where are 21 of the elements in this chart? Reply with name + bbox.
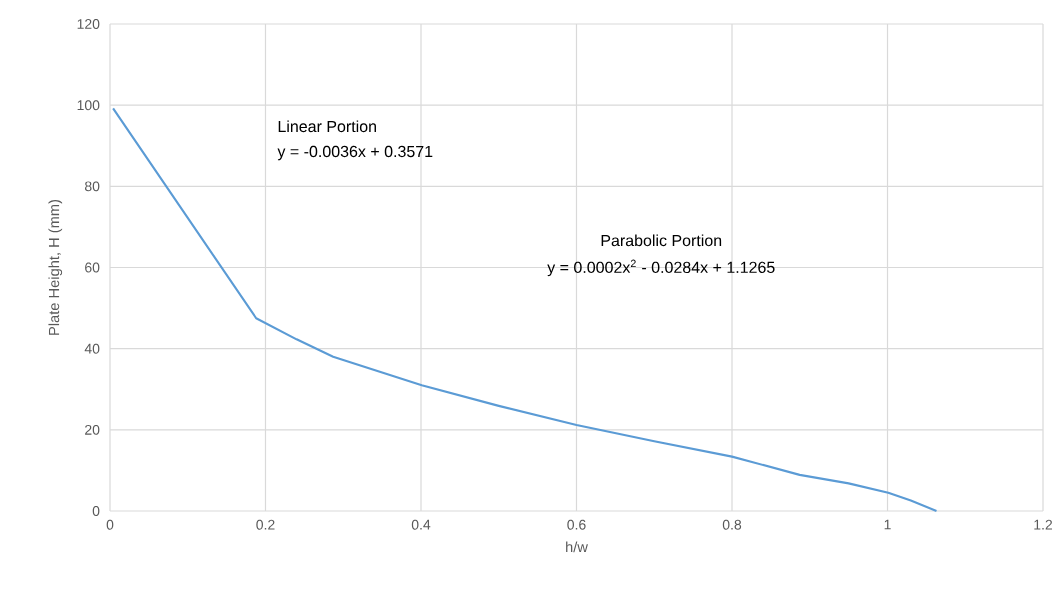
y-tick-label: 40	[84, 343, 100, 354]
y-tick-label: 0	[92, 506, 100, 516]
annotation: Parabolic Portion	[601, 234, 722, 247]
y-tick-label: 100	[77, 100, 100, 111]
annotation: y = 0.0002x$^{2}$ - 0.0284x + 1.1265	[547, 259, 775, 277]
y-tick-label: 20	[85, 424, 100, 435]
x-tick-label: 1	[884, 519, 891, 530]
annotation: Linear Portion	[278, 120, 376, 133]
y-tick-label: 120	[77, 19, 100, 29]
x-tick-label: 0.4	[411, 519, 431, 530]
x-tick-label: 1.2	[1034, 519, 1053, 530]
y-tick-label: 80	[84, 181, 100, 192]
x-tick-label: 0.6	[567, 519, 586, 530]
line-series	[112, 107, 938, 513]
x-axis-title: h/w	[566, 541, 588, 553]
y-axis-title: Plate Height, H (mm)	[48, 199, 63, 335]
x-tick-label: 0.8	[722, 519, 742, 530]
x-tick-label: 0	[106, 519, 114, 530]
y-tick-label: 60	[85, 262, 100, 273]
x-tick-label: 0.2	[256, 519, 275, 530]
annotation: y = -0.0036x + 0.3571	[277, 145, 433, 161]
